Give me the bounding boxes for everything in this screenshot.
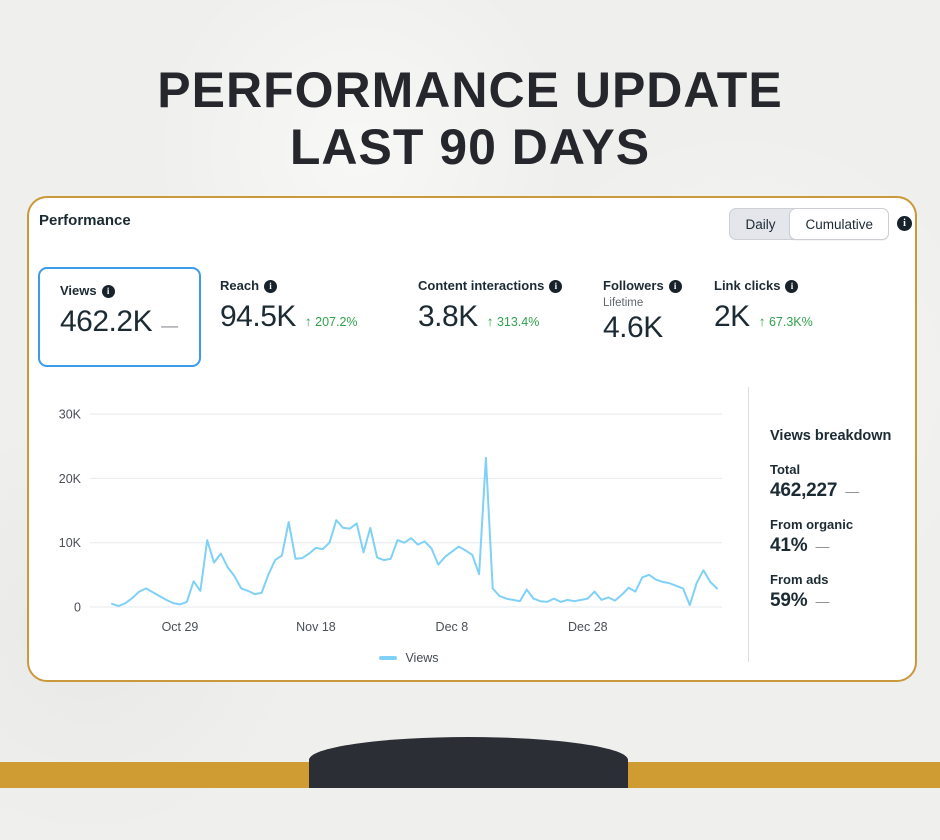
views-value: 462.2K [60,305,153,338]
info-icon[interactable]: i [897,216,912,231]
content-interactions-change: ↑ 313.4% [486,314,540,329]
views-breakdown-panel: Views breakdown Total 462,227 — From org… [770,428,920,627]
link-clicks-value: 2K [714,300,750,333]
svg-text:Oct 29: Oct 29 [162,620,199,634]
poster-title: PERFORMANCE UPDATE LAST 90 DAYS [0,62,940,176]
no-change-dash: — [845,483,860,499]
breakdown-item-organic: From organic 41% — [770,517,854,556]
svg-text:Dec 28: Dec 28 [568,620,608,634]
content-interactions-value: 3.8K [418,300,478,333]
views-breakdown-title: Views breakdown [770,428,892,444]
info-icon[interactable]: i [549,279,563,293]
metric-tile-followers[interactable]: Followers i Lifetime 4.6K [603,278,682,345]
performance-card: Performance Daily Cumulative i Views i 46… [27,196,917,682]
info-icon[interactable]: i [101,284,115,298]
cumulative-button[interactable]: Cumulative [789,208,889,240]
views-no-change-dash: — [161,316,179,335]
vertical-divider [748,387,749,662]
total-value: 462,227 [770,480,838,501]
breakdown-item-total: Total 462,227 — [770,462,860,501]
views-line-chart: 0 10K 20K 30K Oct 29 Nov 18 Dec 8 Dec 28 [59,408,722,634]
svg-text:30K: 30K [59,408,82,422]
followers-label: Followers i [603,278,682,293]
reach-change: ↑ 207.2% [304,314,358,329]
up-arrow-icon: ↑ [304,314,312,329]
up-arrow-icon: ↑ [758,314,766,329]
followers-lifetime-label: Lifetime [603,297,644,309]
no-change-dash: — [815,538,830,554]
content-interactions-label: Content interactions i [418,278,563,293]
views-label: Views i [60,283,199,298]
svg-text:Nov 18: Nov 18 [296,620,336,634]
svg-text:0: 0 [74,601,81,615]
info-icon[interactable]: i [668,279,682,293]
info-icon[interactable]: i [264,279,278,293]
no-change-dash: — [815,593,830,609]
metric-tile-reach[interactable]: Reach i 94.5K ↑ 207.2% [220,278,358,334]
views-series-label: Views [405,651,439,665]
footer-dome-shape [309,737,628,788]
poster-title-line1: PERFORMANCE UPDATE [157,62,783,118]
svg-text:10K: 10K [59,536,82,550]
metric-tile-views[interactable]: Views i 462.2K — [38,267,201,367]
svg-text:20K: 20K [59,472,82,486]
daily-button[interactable]: Daily [730,209,791,239]
poster-title-line2: LAST 90 DAYS [289,119,651,175]
svg-text:Dec 8: Dec 8 [436,620,469,634]
metric-tile-link-clicks[interactable]: Link clicks i 2K ↑ 67.3K% [714,278,813,334]
breakdown-item-ads: From ads 59% — [770,572,830,611]
up-arrow-icon: ↑ [486,314,494,329]
views-series-swatch [379,656,398,660]
followers-value: 4.6K [603,311,663,344]
ads-value: 59% [770,590,808,611]
reach-value: 94.5K [220,300,296,333]
metric-tile-content-interactions[interactable]: Content interactions i 3.8K ↑ 313.4% [418,278,563,334]
daily-cumulative-toggle: Daily Cumulative [729,208,889,240]
reach-label: Reach i [220,278,358,293]
info-icon[interactable]: i [785,279,799,293]
performance-heading: Performance [39,212,131,229]
chart-legend: Views [59,651,759,665]
organic-value: 41% [770,535,808,556]
link-clicks-change: ↑ 67.3K% [758,314,813,329]
link-clicks-label: Link clicks i [714,278,813,293]
